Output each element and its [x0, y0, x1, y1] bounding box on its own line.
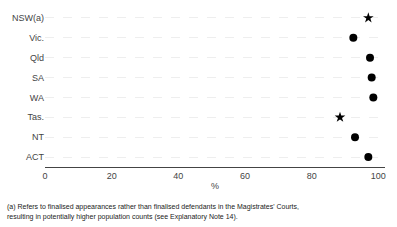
svg-text:NT: NT	[32, 132, 44, 142]
svg-text:20: 20	[107, 171, 117, 181]
svg-text:ACT: ACT	[26, 152, 45, 162]
svg-text:%: %	[211, 181, 219, 191]
svg-text:Tas.: Tas.	[27, 112, 44, 122]
svg-text:0: 0	[42, 171, 47, 181]
svg-text:resulting in potentially highe: resulting in potentially higher populati…	[7, 213, 238, 221]
svg-text:60: 60	[240, 171, 250, 181]
svg-text:40: 40	[173, 171, 183, 181]
svg-text:WA: WA	[30, 93, 44, 103]
svg-text:80: 80	[307, 171, 317, 181]
svg-text:100: 100	[371, 171, 386, 181]
svg-text:SA: SA	[32, 73, 44, 83]
svg-text:NSW(a): NSW(a)	[12, 13, 44, 23]
svg-text:Qld: Qld	[30, 53, 44, 63]
svg-text:Vic.: Vic.	[29, 33, 44, 43]
svg-text:(a) Refers to finalised appear: (a) Refers to finalised appearances rath…	[7, 203, 299, 211]
